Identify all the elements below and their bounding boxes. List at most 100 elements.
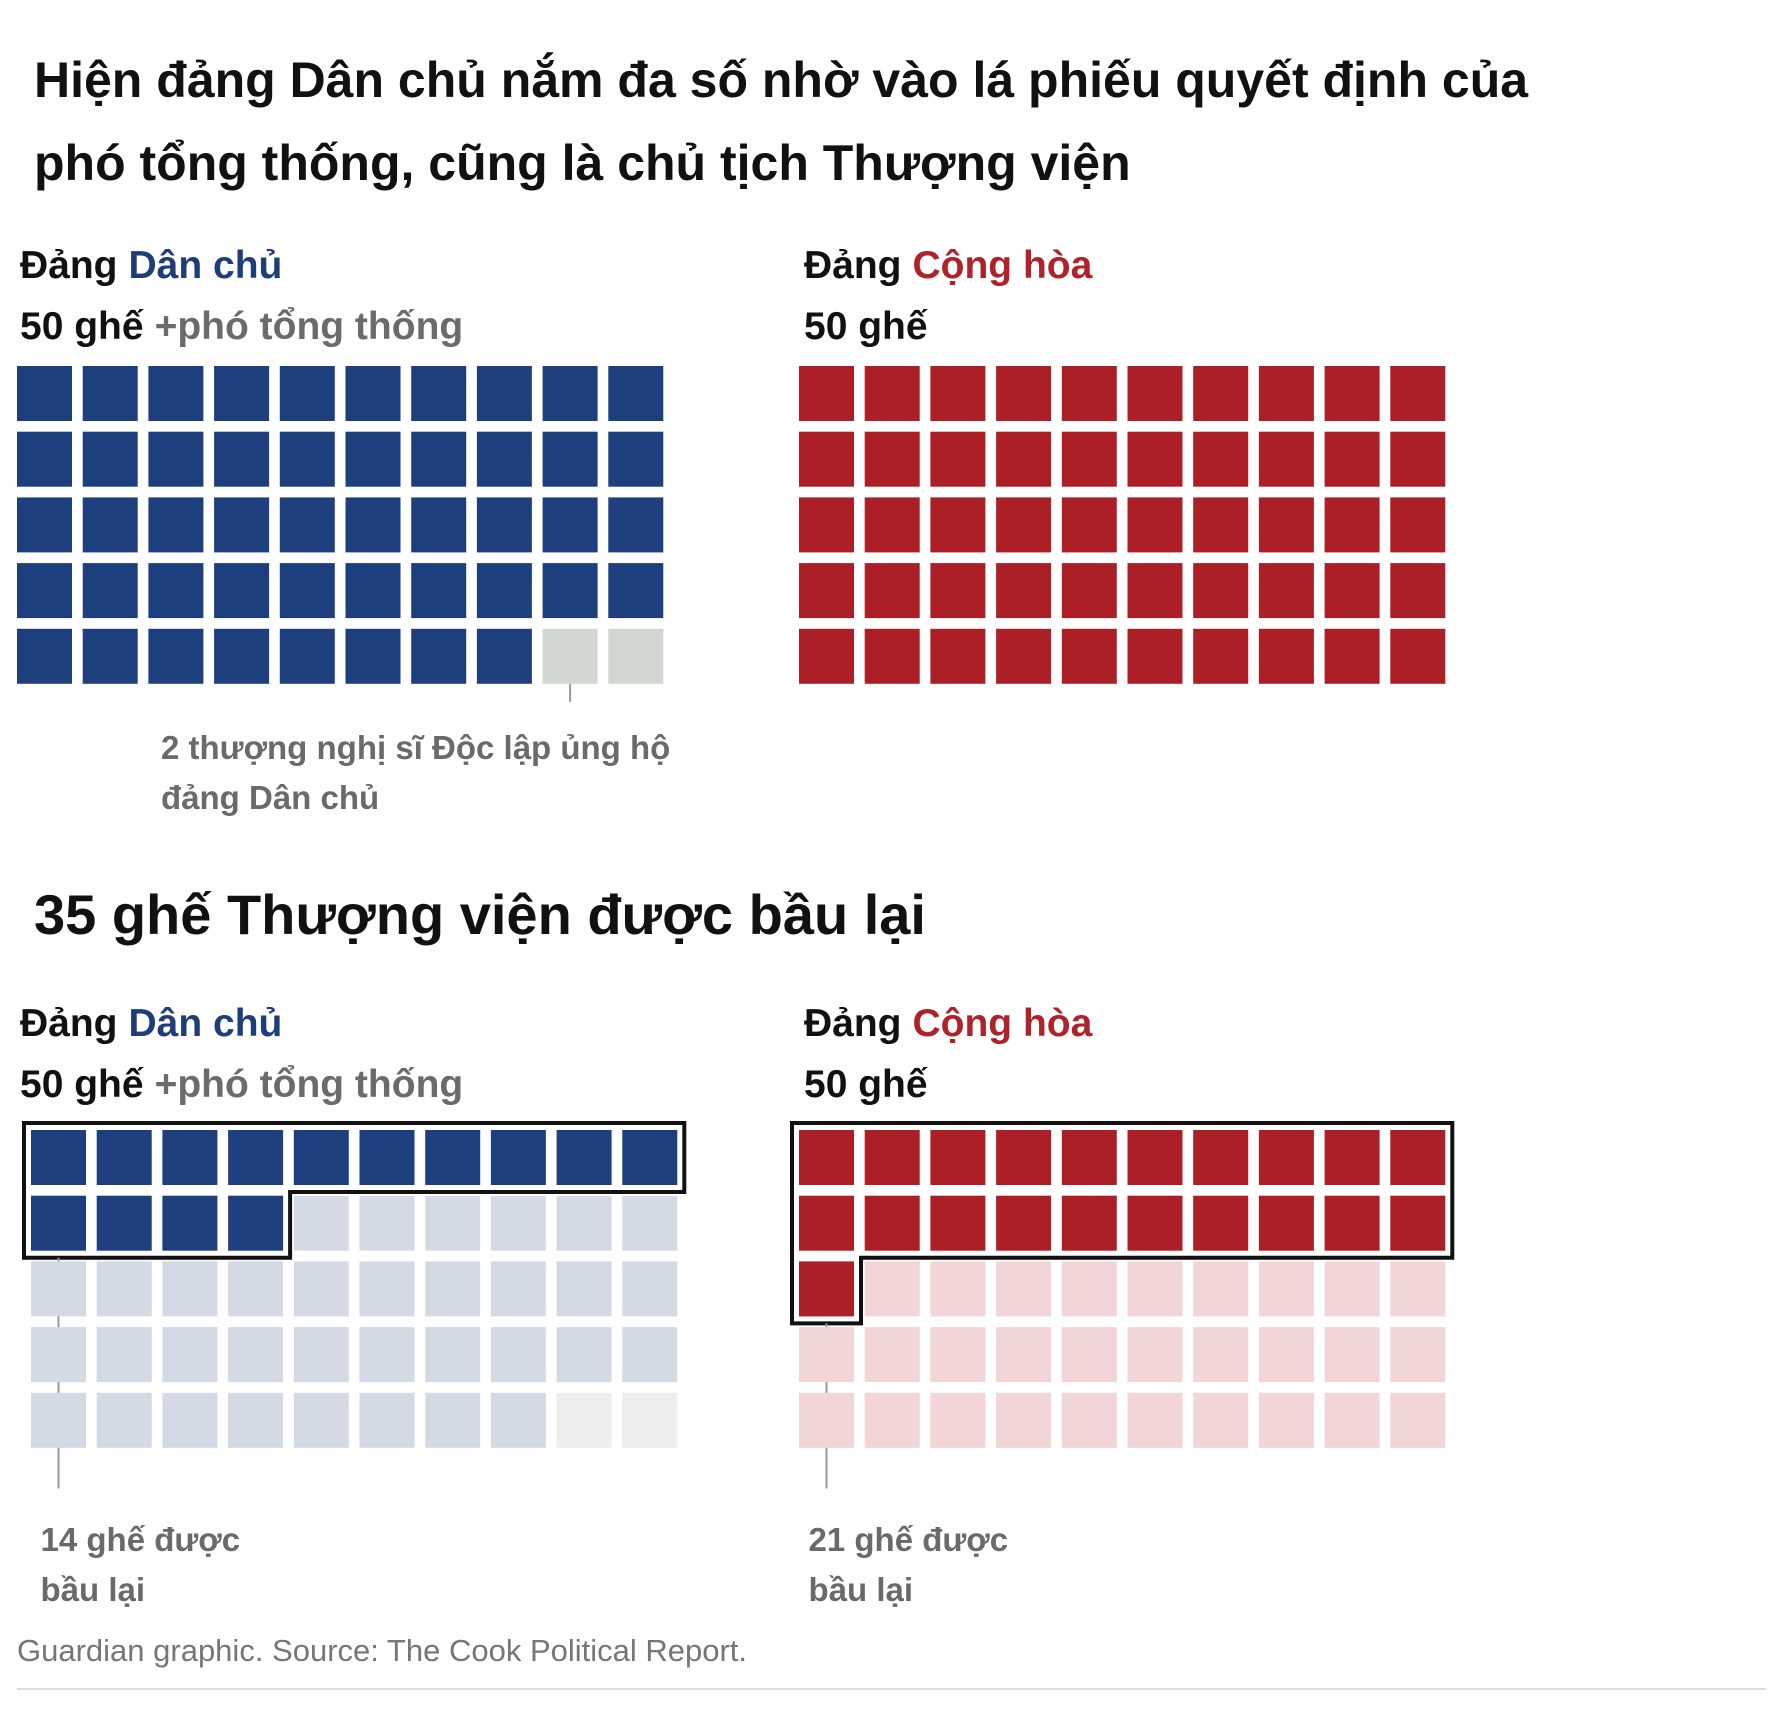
party-name: Cộng hòa [913,244,1093,287]
seat [1390,1261,1446,1317]
seat [31,1261,86,1317]
seat [1258,1392,1314,1448]
seat [1193,366,1249,421]
seat [542,366,598,421]
seat [1324,366,1380,421]
seat [1258,1261,1314,1317]
seat [214,366,270,421]
party-name: Cộng hòa [913,1002,1093,1045]
seat [214,497,270,553]
seat [1061,431,1117,487]
seat [425,1130,481,1185]
source: Guardian graphic. Source: The Cook Polit… [17,1633,747,1668]
seat [96,1327,152,1383]
seat [996,563,1052,619]
seat [1061,497,1117,553]
seat [1193,628,1249,684]
seat [556,1195,612,1251]
seat [996,497,1052,553]
seat [345,563,401,619]
seat [930,1195,986,1251]
seat [31,1195,86,1251]
seat [1127,563,1183,619]
seat [1193,497,1249,553]
seat [864,563,920,619]
seat [1390,431,1446,487]
seat [1258,628,1314,684]
seat [228,1195,284,1251]
seat [556,1261,612,1317]
seat [622,1327,678,1383]
seat [1061,563,1117,619]
seat [1127,1195,1183,1251]
seat [425,1261,481,1317]
seat [17,497,72,553]
seat [1324,563,1380,619]
seat [864,366,920,421]
seat [82,563,138,619]
seat-outline [22,1121,687,1260]
seat [864,628,920,684]
seat [799,431,854,487]
seat [864,1392,920,1448]
seat [1127,497,1183,553]
seat [799,1327,854,1383]
seat [214,628,270,684]
seat [411,497,467,553]
seat [1324,431,1380,487]
annotation: 14 ghế được [41,1521,241,1558]
seat [542,563,598,619]
seat [214,563,270,619]
seat [1127,1392,1183,1448]
seat [1390,1392,1446,1448]
seat [996,1392,1052,1448]
panel-header: Đảng Cộng hòa [804,244,1093,287]
seat [148,628,204,684]
seat [799,497,854,553]
seat [293,1392,349,1448]
seat [1324,1130,1380,1185]
seat [1193,1261,1249,1317]
seat [1127,628,1183,684]
seat [542,628,598,684]
vice-president: +phó tổng thống [155,305,464,348]
panel-header: Đảng Dân chủ [20,1002,282,1045]
seat [31,1130,86,1185]
seat [228,1392,284,1448]
seat [345,628,401,684]
seat [996,366,1052,421]
seat [1258,563,1314,619]
seat [279,366,335,421]
seat [31,1327,86,1383]
seat [996,1195,1052,1251]
seat [608,366,664,421]
party-prefix: Đảng [20,244,118,287]
seat [622,1195,678,1251]
seat [1127,1261,1183,1317]
seat [293,1195,349,1251]
seat [490,1195,546,1251]
seat [425,1195,481,1251]
seat [799,1130,854,1185]
seat [425,1392,481,1448]
seat [279,497,335,553]
seat [930,628,986,684]
seat [1127,1327,1183,1383]
seat [359,1261,415,1317]
seat [1390,366,1446,421]
seat [1061,366,1117,421]
seat-count: 50 ghế [804,305,928,348]
seat [556,1130,612,1185]
seat [1258,366,1314,421]
seat [17,628,72,684]
seat [864,1327,920,1383]
section-title: 35 ghế Thượng viện được bầu lại [34,883,926,946]
seat [162,1130,218,1185]
seat [359,1195,415,1251]
seat [1127,431,1183,487]
seat [228,1327,284,1383]
seat [17,563,72,619]
seat [864,1130,920,1185]
seat [228,1261,284,1317]
